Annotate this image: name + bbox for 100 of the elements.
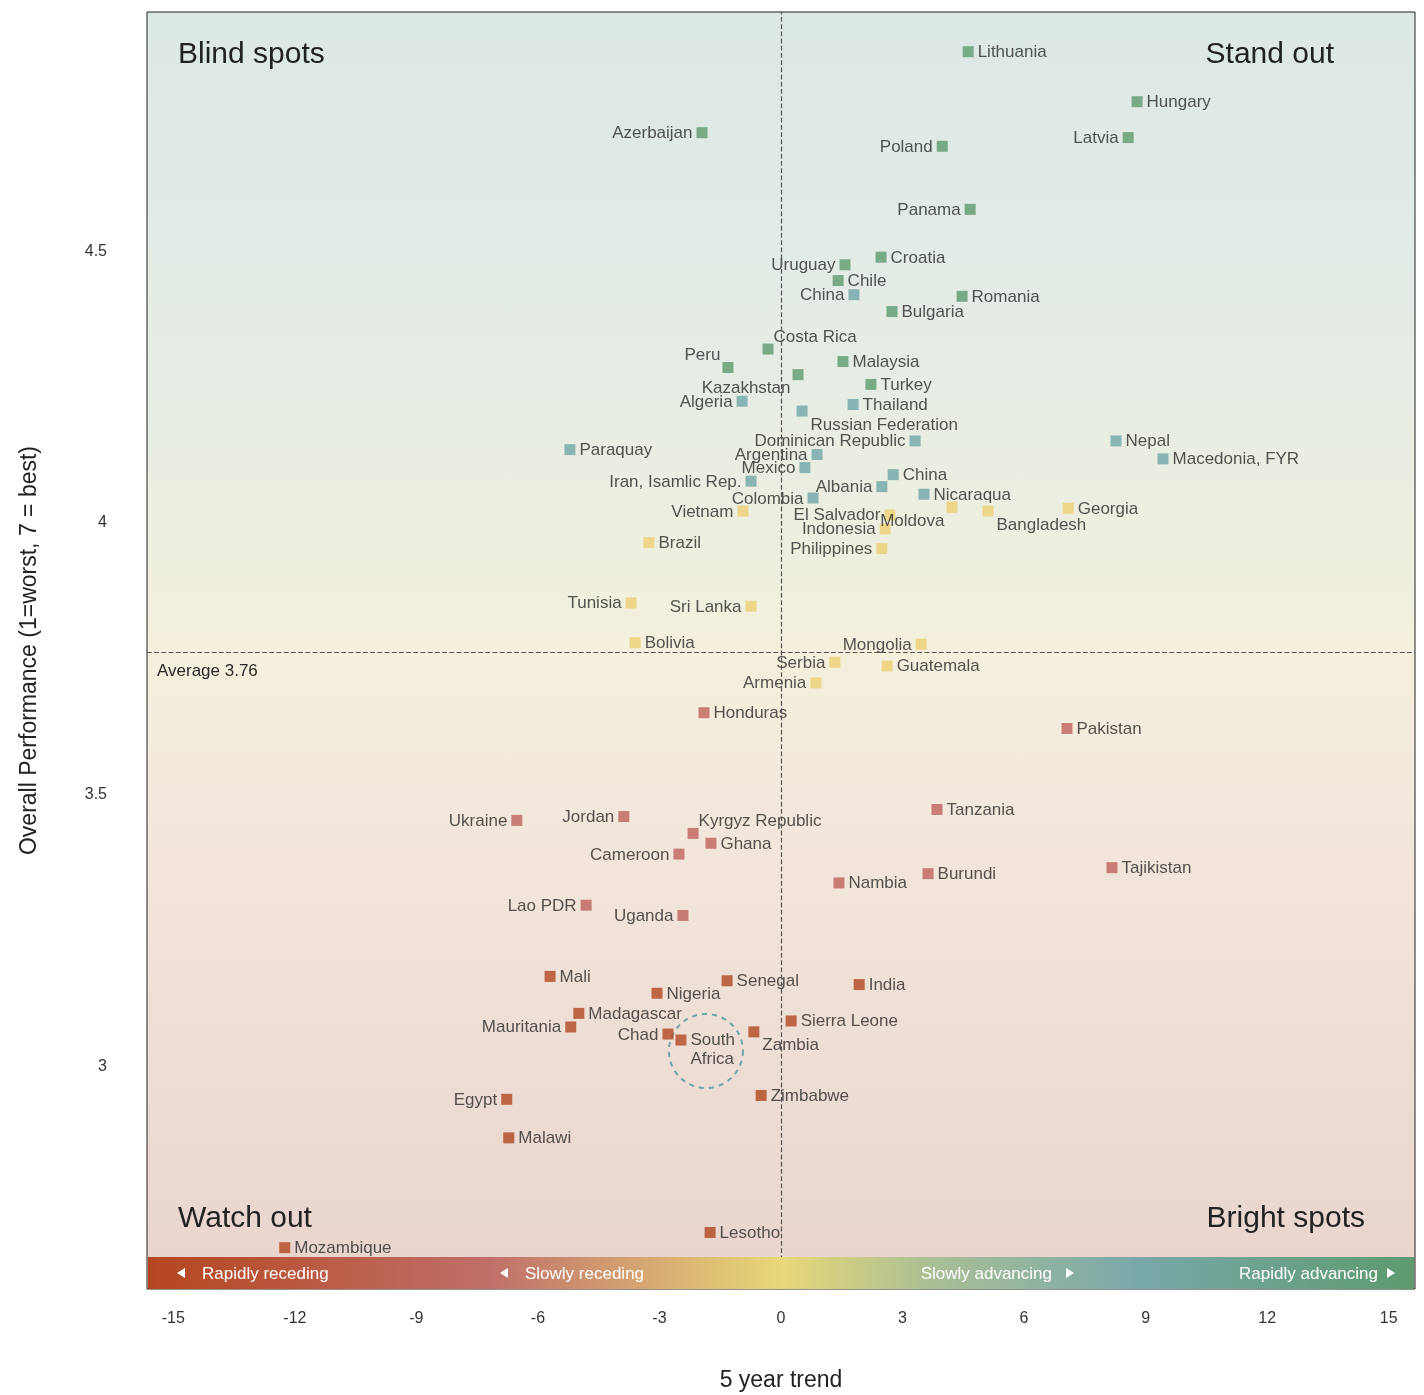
data-label: Costa Rica (773, 326, 858, 346)
point (799, 462, 811, 474)
data-label: Nigeria (666, 983, 721, 1003)
y-tick-label: 4 (98, 513, 108, 531)
data-label: Sri Lanka (669, 596, 743, 616)
point (918, 488, 930, 500)
data-label: Malawi (518, 1128, 572, 1148)
x-tick-label: 6 (1019, 1308, 1029, 1326)
data-label: Ghana (720, 833, 772, 853)
point (565, 1021, 577, 1033)
data-label: Ukraine (448, 810, 508, 830)
point (810, 677, 822, 689)
data-label: Albania (815, 477, 873, 497)
point (544, 970, 556, 982)
point (618, 811, 630, 823)
point (762, 343, 774, 355)
data-label: Iran, Isamlic Rep. (609, 471, 742, 491)
point (915, 638, 927, 650)
data-label: Nicaraqua (933, 484, 1012, 504)
data-label: Azerbaijan (612, 123, 693, 143)
data-label: Jordan (562, 807, 615, 827)
point (982, 505, 994, 517)
y-axis-title: Overall Performance (1=worst, 7 = best) (14, 445, 41, 856)
point (643, 537, 655, 549)
point (962, 46, 974, 58)
data-label: Indonesia (801, 519, 877, 539)
data-label: Burundi (937, 864, 997, 884)
x-tick-label: 12 (1258, 1308, 1277, 1326)
data-label: Serbia (776, 652, 826, 672)
data-label: Lao PDR (507, 895, 577, 915)
data-label: Vietnam (671, 501, 734, 521)
point (564, 444, 576, 456)
y-tick-label: 3.5 (84, 785, 108, 803)
point (832, 275, 844, 287)
point (1106, 862, 1118, 874)
annotation: Rapidly advancing (1239, 1264, 1378, 1284)
point (698, 707, 710, 719)
data-label: Sierra Leone (800, 1011, 898, 1031)
data-label: Latvia (1073, 128, 1120, 148)
point (629, 637, 641, 649)
x-tick-label: -15 (161, 1308, 185, 1326)
data-label: Armenia (743, 673, 807, 693)
point (696, 127, 708, 139)
data-label: Tunisia (567, 593, 623, 613)
data-label: Turkey (880, 374, 933, 394)
data-label: China (902, 465, 948, 485)
point (1110, 435, 1122, 447)
data-label: Macedonia, FYR (1172, 449, 1300, 469)
data-label: Romania (971, 286, 1041, 306)
point (792, 369, 804, 381)
point (673, 848, 685, 860)
data-label: Thailand (862, 395, 928, 414)
data-label: Honduras (713, 703, 788, 723)
data-label: Madagascar (588, 1003, 683, 1023)
point (662, 1028, 674, 1040)
data-label: India (868, 975, 907, 995)
point (853, 979, 865, 991)
point (573, 1007, 585, 1019)
annotation: Watch out (178, 1200, 312, 1234)
data-label: Tajikistan (1121, 858, 1192, 878)
annotation: Slowly advancing (920, 1264, 1052, 1284)
point (279, 1242, 291, 1254)
point (796, 405, 808, 417)
data-label: Kyrgyz Republic (698, 810, 822, 830)
data-label: Egypt (453, 1089, 498, 1109)
data-label: Zimbabwe (770, 1085, 850, 1105)
data-label: Mozambique (294, 1238, 392, 1258)
point (736, 395, 748, 407)
data-label: Uganda (613, 906, 674, 926)
data-label: Bulgaria (901, 302, 965, 322)
data-label: Hungary (1146, 92, 1212, 112)
x-tick-label: -12 (283, 1308, 307, 1326)
annotation: Stand out (1205, 36, 1334, 70)
data-label: Nepal (1125, 431, 1170, 451)
data-label: Bolivia (644, 633, 696, 653)
point (807, 492, 819, 504)
point (909, 435, 921, 447)
annotation: Slowly receding (525, 1264, 645, 1284)
point (837, 356, 849, 368)
data-label: Pakistan (1076, 719, 1142, 739)
x-tick-label: 15 (1379, 1308, 1398, 1326)
point (677, 910, 689, 922)
x-tick-label: -6 (530, 1308, 546, 1326)
data-label: Panama (897, 199, 962, 219)
point (833, 877, 845, 889)
annotation: Rapidly receding (202, 1264, 329, 1284)
annotation: Blind spots (178, 36, 325, 70)
point (748, 1026, 760, 1038)
point (675, 1034, 687, 1046)
point (875, 251, 887, 263)
data-label: Moldova (880, 510, 945, 530)
point (511, 814, 523, 826)
point (811, 449, 823, 461)
data-label: Nambia (848, 873, 908, 893)
point (1122, 132, 1134, 144)
x-axis-title: 5 year trend (719, 1365, 843, 1392)
data-label: Chile (847, 271, 887, 291)
point (1131, 96, 1143, 108)
x-tick-label: 3 (898, 1308, 908, 1326)
data-label: Guatemala (896, 656, 981, 676)
